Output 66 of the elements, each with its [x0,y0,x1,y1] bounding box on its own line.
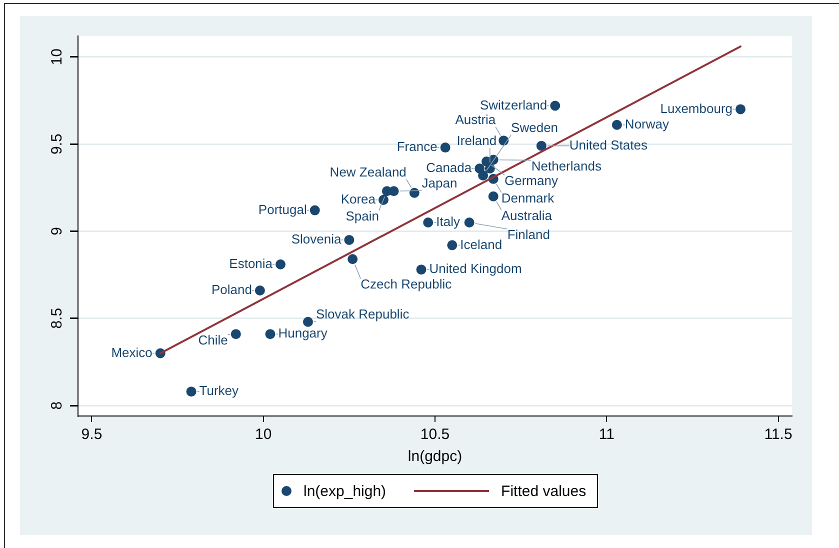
x-tick-label: 10.5 [420,426,450,444]
point [230,329,241,340]
point [612,120,622,130]
annotation: Austria [455,112,496,128]
annotation: Germany [504,173,558,188]
point [186,386,196,397]
point [440,142,450,153]
point [536,140,546,151]
point [478,170,488,180]
annotation: Poland [211,282,252,298]
annotation: Italy [436,214,460,230]
annotation: United States [569,137,648,152]
annotation: Chile [198,332,228,348]
legend-label: ln(exp_high) [304,483,386,500]
annotation: Iceland [460,236,502,252]
y-tick-label: 9 [48,227,66,236]
point [488,191,498,202]
x-tick-label: 11.5 [764,426,792,444]
point [464,218,474,228]
point [302,316,313,327]
point [276,259,286,270]
annotation: Mexico [111,344,152,360]
point [348,254,358,264]
annotation: Estonia [229,256,274,271]
annotation: Turkey [199,383,240,398]
point [310,205,320,216]
point [550,100,560,111]
annotation: France [396,139,438,154]
point [447,240,458,250]
point [265,329,276,340]
y-tick-label: 8 [48,401,66,410]
point [254,285,265,296]
x-tick-label: 10 [255,426,272,444]
annotation: Canada [426,160,472,176]
annotation: Sweden [511,120,558,136]
annotation: Spain [346,208,379,224]
annotation: Slovak Republic [316,306,410,322]
annotation: Netherlands [531,158,602,174]
annotation: Denmark [501,190,555,206]
annotation: Norway [624,116,670,132]
x-axis-title: ln(gdpc) [408,448,462,466]
y-tick-label: 8.5 [48,308,66,329]
point [416,264,426,275]
annotation: Switzerland [480,97,548,112]
point [409,188,420,198]
annotation: Slovenia [291,232,342,247]
annotation: Luxembourg [660,100,733,116]
y-tick-label: 10 [48,48,66,66]
annotation: Australia [501,208,553,223]
annotation: New Zealand [330,164,406,180]
annotation: Portugal [258,202,307,217]
x-tick-label: 11 [598,426,614,444]
annotation: Ireland [456,133,497,148]
point [388,186,399,196]
annotation: Korea [340,191,376,206]
annotation: Hungary [278,326,328,341]
x-tick-label: 9.5 [81,426,102,444]
point [344,234,354,245]
annotation: Finland [507,227,550,242]
annotation: Czech Republic [360,276,452,292]
y-tick-label: 9.5 [48,134,66,155]
point [423,218,434,228]
annotation: United Kingdom [429,261,522,276]
legend-label: Fitted values [501,483,586,500]
point [736,104,746,114]
annotation: Japan [422,176,458,191]
